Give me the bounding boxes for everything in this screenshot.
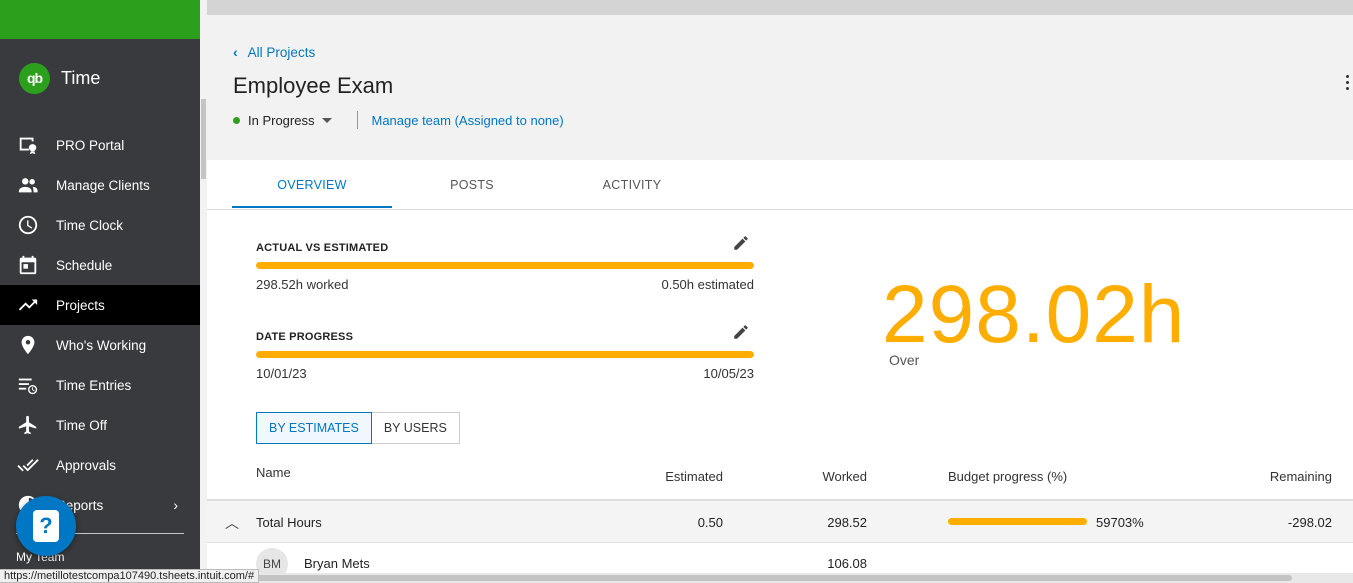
column-budget-progress[interactable]: Budget progress (%) — [948, 469, 1068, 484]
people-icon — [16, 173, 40, 197]
time-entries-icon — [16, 373, 40, 397]
status-row: In Progress Manage team (Assigned to non… — [233, 111, 564, 129]
all-projects-link[interactable]: ‹ All Projects — [233, 44, 315, 60]
horizontal-scrollbar-thumb[interactable] — [207, 575, 1292, 581]
caret-down-icon[interactable] — [322, 117, 333, 123]
date-progress-bar — [256, 351, 754, 358]
sidebar-item-label: Approvals — [56, 457, 117, 473]
trending-icon — [16, 293, 40, 317]
chevron-right-icon: › — [173, 497, 178, 513]
user-name: Bryan Mets — [304, 556, 370, 571]
date-progress: DATE PROGRESS 10/01/23 10/05/23 — [256, 325, 754, 381]
manage-team-link[interactable]: Manage team (Assigned to none) — [371, 112, 564, 128]
tab-overview[interactable]: OVERVIEW — [277, 178, 347, 192]
sidebar-scrollbar-thumb[interactable] — [201, 99, 206, 179]
sidebar-item-label: Schedule — [56, 257, 113, 273]
hours-over-caption: Over — [889, 352, 920, 368]
column-remaining[interactable]: Remaining — [1269, 469, 1332, 484]
double-check-icon — [16, 453, 40, 477]
sidebar-divider — [16, 533, 184, 534]
edit-pencil-icon[interactable] — [732, 234, 750, 252]
total-remaining: -298.02 — [1287, 515, 1332, 530]
brand[interactable]: qb Time — [0, 39, 200, 117]
total-estimated: 0.50 — [697, 515, 723, 530]
location-pin-icon — [16, 333, 40, 357]
sidebar-item-manage-clients[interactable]: Manage Clients — [0, 165, 200, 205]
actual-vs-estimated: ACTUAL VS ESTIMATED 298.52h worked 0.50h… — [256, 236, 754, 292]
sidebar-item-projects[interactable]: Projects — [0, 285, 200, 325]
divider — [357, 111, 359, 129]
sidebar-scrollbar[interactable] — [200, 39, 207, 583]
by-estimates-button[interactable]: BY ESTIMATES — [256, 412, 372, 444]
column-worked[interactable]: Worked — [822, 469, 867, 484]
tab-bar: OVERVIEW POSTS ACTIVITY — [207, 160, 1353, 210]
estimated-value: 0.50h estimated — [661, 277, 754, 292]
sidebar-item-label: PRO Portal — [56, 137, 125, 153]
sidebar-item-label: Time Clock — [56, 217, 124, 233]
horizontal-scrollbar[interactable] — [207, 573, 1353, 583]
total-name: Total Hours — [256, 515, 322, 530]
top-strip — [207, 0, 1353, 15]
sidebar-item-approvals[interactable]: Approvals — [0, 445, 200, 485]
sidebar-item-label: Projects — [56, 297, 105, 313]
pro-portal-icon — [16, 133, 40, 157]
hours-over-value: 298.02h — [882, 269, 1186, 360]
project-header: ‹ All Projects Employee Exam In Progress… — [207, 15, 1353, 160]
section-label: ACTUAL VS ESTIMATED — [256, 242, 389, 254]
edit-pencil-icon[interactable] — [732, 323, 750, 341]
airplane-icon — [16, 413, 40, 437]
sidebar-item-label: Time Off — [56, 417, 108, 433]
end-date: 10/05/23 — [703, 366, 754, 381]
calendar-icon — [16, 253, 40, 277]
sidebar-item-pro-portal[interactable]: PRO Portal — [0, 125, 200, 165]
progress-fill — [256, 351, 754, 358]
page-title: Employee Exam — [233, 73, 394, 98]
column-estimated[interactable]: Estimated — [665, 469, 723, 484]
project-content: OVERVIEW POSTS ACTIVITY ACTUAL VS ESTIMA… — [207, 160, 1353, 583]
clock-icon — [16, 213, 40, 237]
sidebar-nav: PRO Portal Manage Clients Time Clock Sch… — [0, 125, 200, 525]
actual-vs-estimated-bar — [256, 262, 754, 269]
table-row-total[interactable]: ︿ Total Hours 0.50 298.52 59703% -298.02 — [207, 501, 1353, 543]
sidebar-top-bar — [0, 0, 200, 39]
sidebar-item-whos-working[interactable]: Who's Working — [0, 325, 200, 365]
active-tab-indicator — [232, 206, 392, 208]
chevron-left-icon: ‹ — [233, 44, 238, 60]
worked-value: 298.52h worked — [256, 277, 349, 292]
tab-posts[interactable]: POSTS — [450, 178, 494, 192]
back-link-label: All Projects — [247, 44, 316, 60]
status-bar-url: https://metillotestcompa107490.tsheets.i… — [0, 569, 260, 583]
total-worked: 298.52 — [827, 515, 867, 530]
column-name[interactable]: Name — [256, 465, 291, 480]
main-content: ‹ All Projects Employee Exam In Progress… — [207, 0, 1353, 583]
more-options-icon[interactable] — [1346, 75, 1349, 90]
status-dropdown[interactable]: In Progress — [248, 112, 315, 128]
section-label: DATE PROGRESS — [256, 331, 354, 343]
app-name: Time — [61, 67, 101, 88]
qb-logo-icon: qb — [19, 62, 50, 94]
help-icon: ? — [33, 510, 59, 542]
sidebar-item-label: Who's Working — [56, 337, 147, 353]
view-toggle: BY ESTIMATES BY USERS — [256, 412, 460, 444]
sidebar-item-time-clock[interactable]: Time Clock — [0, 205, 200, 245]
status-dot-icon — [233, 116, 240, 124]
sidebar-item-label: Time Entries — [56, 377, 132, 393]
sidebar-item-time-off[interactable]: Time Off — [0, 405, 200, 445]
by-users-button[interactable]: BY USERS — [371, 412, 460, 444]
start-date: 10/01/23 — [256, 366, 307, 381]
total-budget-percent: 59703% — [1096, 515, 1144, 530]
sidebar: qb Time PRO Portal Manage Clients Time C… — [0, 0, 200, 583]
sidebar-item-schedule[interactable]: Schedule — [0, 245, 200, 285]
tab-activity[interactable]: ACTIVITY — [602, 178, 662, 192]
chevron-up-icon[interactable]: ︿ — [225, 515, 239, 531]
sidebar-item-label: Manage Clients — [56, 177, 150, 193]
help-button[interactable]: ? — [16, 496, 76, 556]
table-header: Name Estimated Worked Budget progress (%… — [207, 460, 1353, 501]
user-worked: 106.08 — [827, 556, 867, 571]
progress-fill — [256, 262, 754, 269]
sidebar-item-time-entries[interactable]: Time Entries — [0, 365, 200, 405]
budget-progress-bar — [948, 518, 1087, 525]
